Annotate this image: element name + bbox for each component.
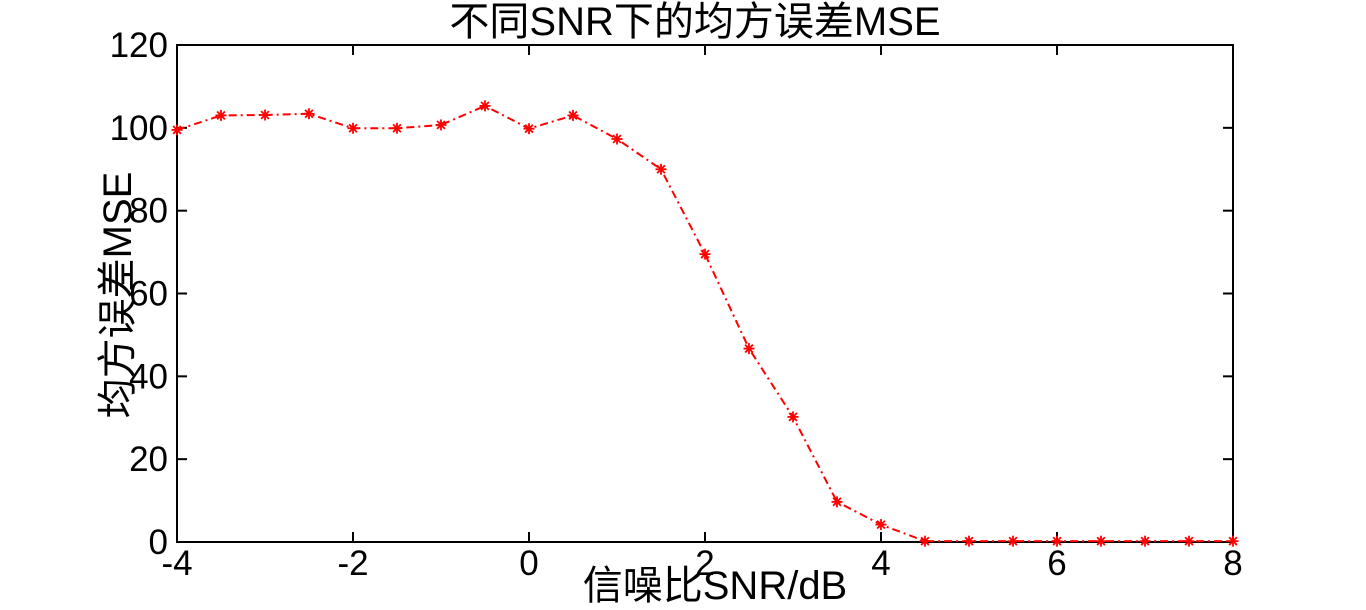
- marker-stroke: [1184, 536, 1194, 546]
- marker-stroke: [568, 110, 578, 120]
- marker-stroke: [1140, 536, 1150, 546]
- data-marker: [787, 411, 799, 423]
- data-marker: [347, 122, 359, 134]
- data-marker: [1183, 535, 1195, 547]
- data-marker: [1139, 535, 1151, 547]
- data-marker: [435, 119, 447, 131]
- marker-stroke: [700, 249, 710, 259]
- marker-stroke: [788, 412, 798, 422]
- marker-stroke: [1096, 536, 1106, 546]
- marker-stroke: [1008, 536, 1018, 546]
- data-marker: [655, 163, 667, 175]
- y-tick-label: 0: [149, 523, 168, 562]
- axes-box: [176, 44, 1234, 543]
- marker-stroke: [304, 109, 314, 119]
- data-marker: [1051, 535, 1063, 547]
- marker-stroke: [964, 536, 974, 546]
- y-tick-label: 20: [129, 440, 168, 479]
- data-marker: [1095, 535, 1107, 547]
- data-marker: [963, 535, 975, 547]
- x-tick-label: 0: [519, 544, 538, 583]
- data-marker: [567, 109, 579, 121]
- marker-stroke: [436, 120, 446, 130]
- data-marker: [479, 100, 491, 112]
- marker-stroke: [392, 123, 402, 133]
- marker-stroke: [260, 110, 270, 120]
- marker-stroke: [480, 101, 490, 111]
- marker-stroke: [172, 125, 182, 135]
- chart-title: 不同SNR下的均方误差MSE: [449, 0, 941, 44]
- data-marker: [699, 248, 711, 260]
- marker-stroke: [832, 497, 842, 507]
- data-marker: [875, 519, 887, 531]
- x-axis-label: 信噪比SNR/dB: [582, 564, 848, 608]
- data-marker: [171, 124, 183, 136]
- data-marker: [743, 343, 755, 355]
- y-tick-label: 120: [110, 26, 168, 65]
- x-tick-label: 8: [1223, 544, 1242, 583]
- marker-stroke: [1228, 536, 1238, 546]
- data-marker: [303, 108, 315, 120]
- y-tick-label: 40: [129, 357, 168, 396]
- data-marker: [1007, 535, 1019, 547]
- marker-stroke: [216, 110, 226, 120]
- marker-stroke: [656, 164, 666, 174]
- x-tick-label: -2: [337, 544, 368, 583]
- marker-stroke: [348, 123, 358, 133]
- marker-stroke: [612, 134, 622, 144]
- x-tick-label: 2: [695, 544, 714, 583]
- data-marker: [215, 109, 227, 121]
- marker-stroke: [920, 536, 930, 546]
- data-marker: [919, 535, 931, 547]
- data-marker: [259, 109, 271, 121]
- data-marker: [523, 123, 535, 135]
- marker-stroke: [524, 124, 534, 134]
- x-tick-label: -4: [161, 544, 192, 583]
- y-tick-label: 60: [129, 275, 168, 314]
- data-marker: [391, 122, 403, 134]
- x-tick-label: 4: [871, 544, 890, 583]
- y-tick-label: 100: [110, 109, 168, 148]
- data-marker: [1227, 535, 1239, 547]
- y-tick-label: 80: [129, 192, 168, 231]
- marker-stroke: [744, 344, 754, 354]
- data-marker: [831, 496, 843, 508]
- x-tick-label: 6: [1047, 544, 1066, 583]
- marker-stroke: [1052, 536, 1062, 546]
- marker-stroke: [876, 520, 886, 530]
- data-marker: [611, 133, 623, 145]
- data-line: [176, 104, 1233, 543]
